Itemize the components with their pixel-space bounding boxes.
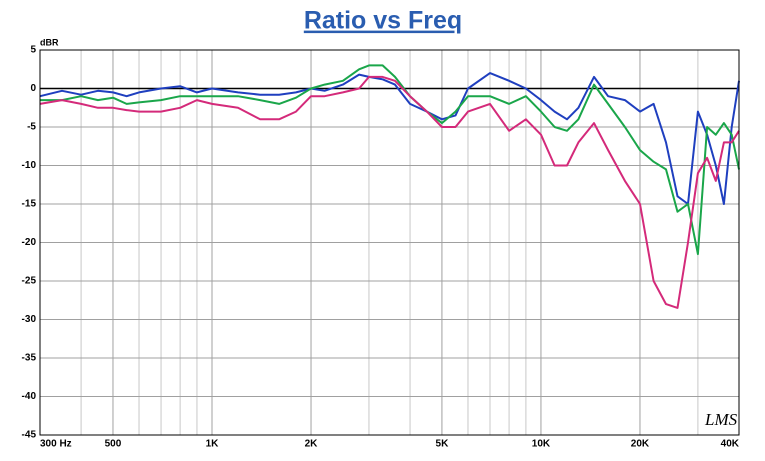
y-axis-label: dBR — [40, 37, 59, 47]
x-tick-label: 10K — [532, 439, 551, 450]
y-tick-label: 5 — [30, 45, 36, 56]
y-tick-label: -45 — [22, 430, 37, 441]
watermark: LMS — [704, 410, 738, 429]
series-lines — [39, 64, 740, 309]
series-line — [40, 64, 740, 256]
chart-title: Ratio vs Freq — [304, 7, 462, 35]
x-tick-label: 2K — [305, 439, 319, 450]
y-tick-label: -30 — [22, 314, 37, 325]
y-tick-label: -5 — [27, 122, 36, 133]
y-tick-label: -20 — [22, 237, 37, 248]
plot-frame — [39, 49, 740, 436]
x-tick-label: 300 Hz — [40, 439, 72, 450]
y-tick-label: -10 — [22, 160, 37, 171]
x-tick-label: 40K — [721, 439, 740, 450]
y-tick-label: -40 — [22, 391, 37, 402]
x-tick-label: 500 — [105, 439, 122, 450]
y-tick-label: -15 — [22, 199, 37, 210]
y-tick-label: -25 — [22, 276, 37, 287]
y-tick-label: 0 — [30, 83, 36, 94]
x-tick-label: 5K — [436, 439, 450, 450]
series-line — [39, 72, 740, 205]
series-line — [39, 75, 740, 309]
x-tick-label: 20K — [631, 439, 650, 450]
y-tick-label: -35 — [22, 353, 37, 364]
x-tick-label: 1K — [206, 439, 220, 450]
